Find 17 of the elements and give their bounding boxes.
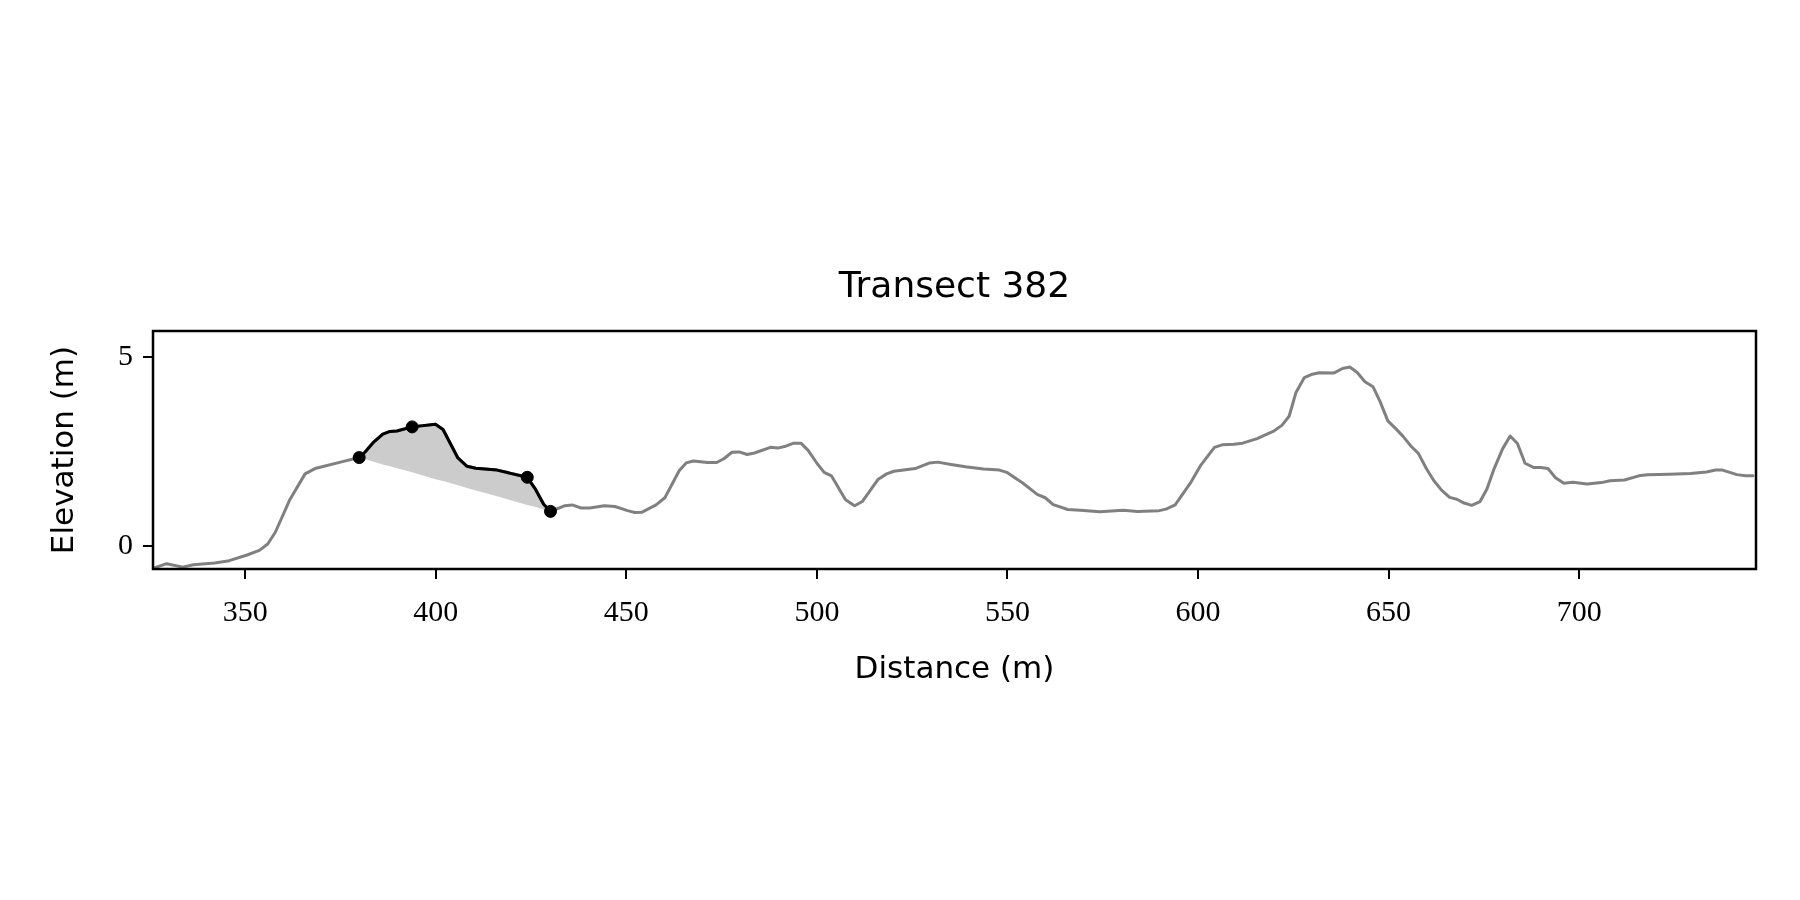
- point: [520, 470, 534, 484]
- x-tick-label: 400: [413, 593, 459, 627]
- x-tick-label: 450: [603, 593, 649, 627]
- y-tick-label: 5: [118, 337, 133, 371]
- x-tick-label: 550: [984, 593, 1030, 627]
- x-axis-title: Distance (m): [854, 649, 1055, 686]
- x-tick-label: 350: [222, 593, 268, 627]
- point: [405, 420, 419, 434]
- point: [544, 504, 558, 518]
- point: [352, 451, 366, 465]
- x-tick-label: 700: [1556, 593, 1602, 627]
- y-tick-label: 0: [118, 527, 133, 561]
- x-tick-label: 600: [1175, 593, 1221, 627]
- x-tick-label: 500: [794, 593, 840, 627]
- y-axis-title: Elevation (m): [44, 345, 81, 555]
- chart-title: Transect 382: [837, 264, 1071, 306]
- x-tick-label: 650: [1366, 593, 1412, 627]
